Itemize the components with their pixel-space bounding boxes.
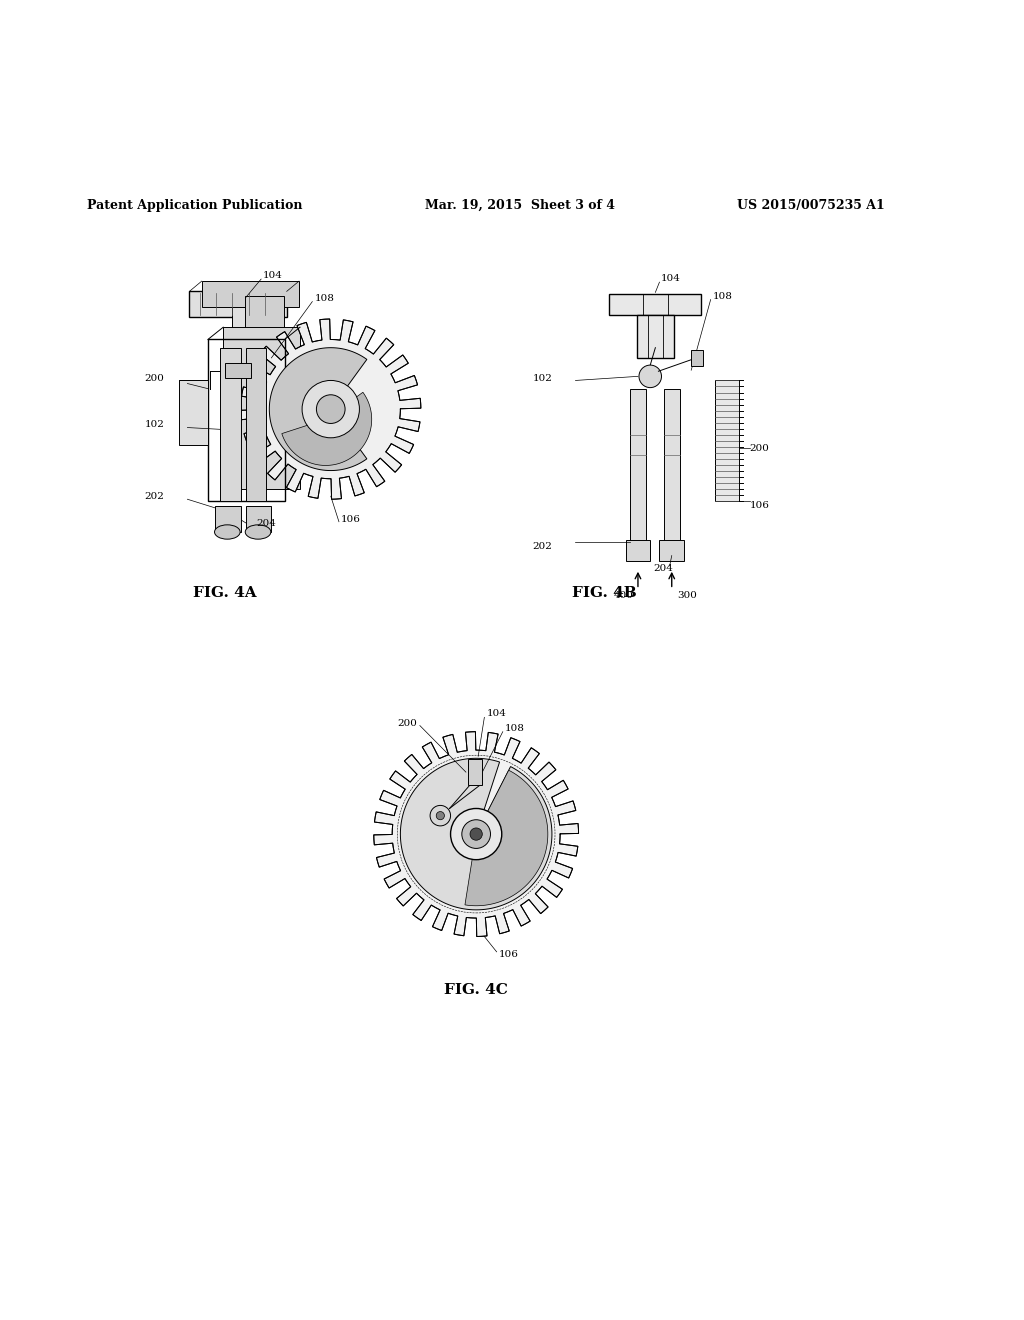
Text: Patent Application Publication: Patent Application Publication: [87, 199, 302, 211]
Bar: [659, 540, 684, 561]
Bar: [468, 759, 482, 785]
Text: 106: 106: [499, 950, 518, 960]
Text: 102: 102: [532, 374, 552, 383]
Polygon shape: [374, 731, 579, 936]
Text: FIG. 4B: FIG. 4B: [571, 586, 637, 601]
Text: FIG. 4A: FIG. 4A: [194, 586, 257, 601]
Bar: [715, 380, 739, 502]
Text: 400: 400: [614, 591, 634, 601]
Ellipse shape: [246, 525, 270, 539]
Bar: [246, 507, 271, 532]
Bar: [246, 347, 266, 502]
Polygon shape: [465, 770, 548, 906]
Text: 106: 106: [750, 500, 769, 510]
Text: 200: 200: [144, 374, 164, 383]
Text: 200: 200: [750, 444, 769, 453]
Circle shape: [462, 820, 490, 849]
Polygon shape: [282, 392, 372, 466]
Text: 108: 108: [505, 725, 524, 733]
Text: 108: 108: [314, 294, 334, 304]
Circle shape: [302, 380, 359, 438]
Bar: [637, 315, 674, 358]
Circle shape: [436, 812, 444, 820]
Text: 104: 104: [486, 709, 506, 718]
Polygon shape: [241, 319, 421, 499]
Bar: [245, 297, 284, 333]
Circle shape: [639, 366, 662, 388]
Text: 102: 102: [144, 420, 164, 429]
Text: 104: 104: [263, 272, 283, 281]
Text: 300: 300: [677, 591, 696, 601]
Ellipse shape: [215, 525, 240, 539]
Bar: [630, 388, 646, 543]
Bar: [691, 350, 703, 366]
Polygon shape: [400, 758, 552, 909]
Bar: [223, 327, 300, 488]
Text: 202: 202: [144, 491, 164, 500]
Bar: [664, 388, 680, 543]
Bar: [225, 363, 251, 379]
Text: US 2015/0075235 A1: US 2015/0075235 A1: [737, 199, 885, 211]
Bar: [626, 540, 650, 561]
Text: 200: 200: [397, 719, 417, 729]
Circle shape: [430, 805, 451, 826]
Circle shape: [470, 828, 482, 841]
Text: 204: 204: [653, 565, 673, 573]
Polygon shape: [269, 347, 367, 470]
Bar: [208, 339, 285, 502]
Text: 106: 106: [341, 515, 360, 524]
Bar: [232, 306, 271, 343]
Bar: [215, 507, 241, 532]
Text: 202: 202: [532, 541, 552, 550]
Text: Mar. 19, 2015  Sheet 3 of 4: Mar. 19, 2015 Sheet 3 of 4: [425, 199, 615, 211]
Bar: [179, 380, 208, 445]
Bar: [220, 347, 241, 502]
Text: 104: 104: [660, 273, 680, 282]
Text: 108: 108: [713, 292, 732, 301]
Bar: [202, 281, 299, 306]
Circle shape: [451, 808, 502, 859]
Bar: [189, 292, 287, 317]
Text: FIG. 4C: FIG. 4C: [444, 982, 508, 997]
Circle shape: [316, 395, 345, 424]
Text: 204: 204: [256, 519, 275, 528]
Bar: [609, 294, 701, 315]
